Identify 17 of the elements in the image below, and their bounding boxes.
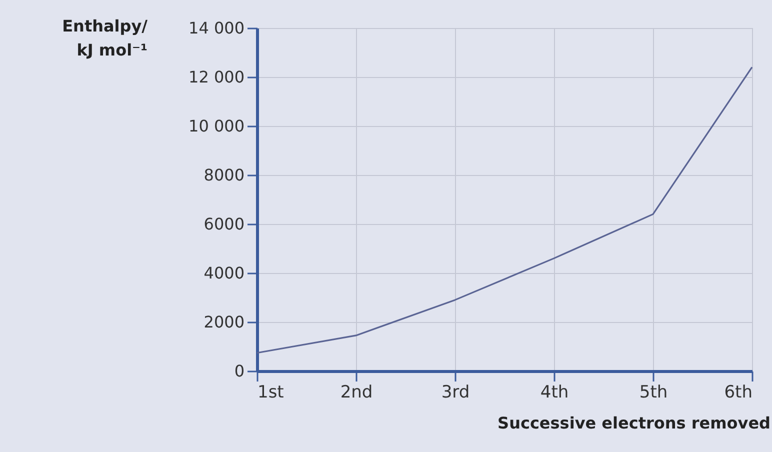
y-tick-label: 6000: [204, 214, 244, 234]
x-tick-label: 5th: [639, 382, 668, 402]
x-tick-label: 1st: [258, 382, 284, 402]
y-tick-label: 2000: [204, 312, 244, 332]
y-axis-title: Enthalpy/ kJ mol⁻¹: [62, 16, 148, 60]
y-tick-label: 12 000: [188, 68, 244, 86]
line-series: [256, 66, 753, 354]
x-tick-label: 6th: [724, 382, 752, 402]
y-tick-label: 10 000: [188, 116, 244, 136]
y-tick-label: 8000: [204, 166, 244, 184]
x-tick-label: 2nd: [340, 382, 373, 402]
x-tick-label: 4th: [540, 382, 569, 402]
y-tick-label: 0: [234, 362, 244, 380]
x-tick-label: 3rd: [441, 382, 470, 402]
y-tick-label: 14 000: [188, 18, 244, 38]
y-tick-label: 4000: [204, 264, 244, 282]
x-axis-title: Successive electrons removed: [498, 414, 770, 432]
